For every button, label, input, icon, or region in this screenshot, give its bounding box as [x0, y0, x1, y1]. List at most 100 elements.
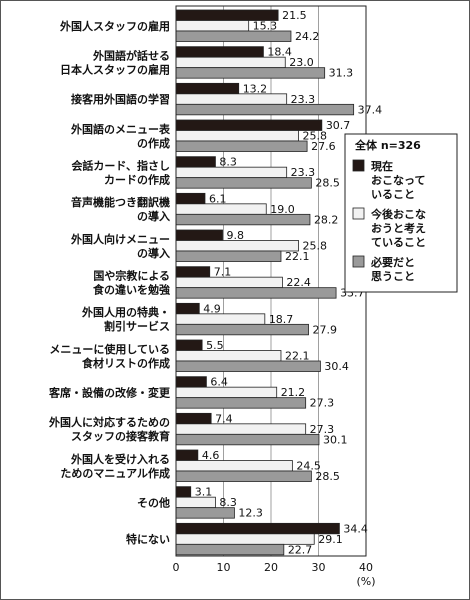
bar-0-2: [175, 30, 292, 42]
legend-label-0-2: いること: [371, 188, 415, 201]
data-label-9-1: 22.1: [285, 350, 310, 363]
legend-swatch-1: [352, 207, 365, 220]
bar-13-2: [175, 507, 235, 519]
x-tick-label-30: 30: [312, 561, 326, 574]
bar-5-2: [175, 213, 311, 226]
data-label-6-0: 9.8: [227, 229, 245, 242]
data-label-13-1: 8.3: [219, 496, 237, 509]
legend-title: 全体 n=326: [354, 138, 421, 152]
data-label-9-2: 30.4: [324, 360, 349, 373]
category-label-12-1: ためのマニュアル作成: [60, 466, 170, 480]
bar-13-0: [175, 486, 192, 498]
data-label-7-0: 7.1: [214, 266, 232, 279]
data-label-6-2: 22.1: [285, 250, 310, 263]
legend-swatch-0: [352, 159, 365, 172]
data-label-11-0: 7.4: [215, 412, 233, 425]
bar-9-1: [175, 350, 282, 362]
data-label-14-1: 29.1: [318, 533, 343, 546]
data-label-10-0: 6.4: [210, 376, 228, 389]
data-label-1-1: 23.0: [289, 56, 314, 69]
data-label-0-1: 15.3: [253, 20, 277, 33]
x-tick-label-0: 0: [173, 561, 180, 574]
bar-1-2: [175, 67, 326, 79]
data-label-0-0: 21.5: [282, 9, 307, 22]
bar-11-0: [175, 412, 212, 425]
data-label-4-2: 28.5: [315, 177, 340, 190]
data-label-3-2: 27.6: [311, 140, 336, 153]
data-label-3-0: 30.7: [326, 119, 351, 132]
bar-1-1: [175, 56, 286, 69]
category-label-3-1: の作成: [137, 136, 170, 150]
bar-3-1: [175, 130, 299, 142]
legend-swatch-2: [352, 255, 365, 268]
category-label-8-1: 割引サービス: [104, 319, 170, 333]
data-label-12-2: 28.5: [315, 470, 340, 483]
data-label-7-1: 22.4: [286, 276, 311, 289]
category-label-4-1: カードの作成: [104, 172, 170, 186]
bar-11-2: [175, 433, 320, 446]
bar-6-0: [175, 229, 223, 241]
bar-2-2: [175, 103, 355, 116]
data-label-8-1: 18.7: [269, 313, 294, 326]
bar-6-2: [175, 250, 282, 262]
category-label-1-0: 外国語が話せる: [92, 48, 170, 62]
bar-3-0: [175, 119, 323, 131]
data-label-1-2: 31.3: [329, 67, 354, 80]
data-label-11-1: 27.3: [310, 423, 335, 436]
data-label-14-2: 22.7: [288, 543, 313, 556]
bar-5-0: [175, 192, 206, 205]
data-label-12-0: 4.6: [202, 449, 220, 462]
bar-8-1: [175, 313, 266, 325]
bar-7-1: [175, 276, 283, 289]
bar-8-0: [175, 302, 200, 315]
category-label-10-0: 客席・設備の改修・変更: [48, 385, 171, 399]
data-label-9-0: 5.5: [206, 339, 224, 352]
category-label-7-1: 食の違いを勉強: [93, 282, 170, 296]
bar-10-0: [175, 376, 207, 388]
data-label-5-0: 6.1: [209, 192, 227, 205]
data-label-0-2: 24.2: [295, 30, 320, 43]
category-label-9-1: 食材リストの作成: [82, 356, 170, 370]
bar-5-1: [175, 203, 267, 215]
data-label-1-0: 18.4: [267, 46, 292, 59]
legend: 全体 n=326 現在おこなっていること今後おこなおうと考えていること必要だと思う…: [344, 133, 458, 293]
bar-1-0: [175, 46, 264, 58]
bar-10-2: [175, 397, 307, 409]
legend-label-1-2: ていること: [371, 236, 426, 249]
category-label-12-0: 外国人を受け入れる: [70, 452, 170, 466]
data-label-13-0: 3.1: [195, 486, 213, 499]
data-label-6-1: 25.8: [303, 240, 328, 253]
legend-label-0-0: 現在: [371, 159, 393, 173]
bar-2-0: [175, 82, 240, 95]
bar-3-2: [175, 140, 308, 152]
data-label-13-2: 12.3: [238, 507, 262, 520]
x-unit-label: (%): [356, 575, 375, 588]
category-label-2-0: 接客用外国語の学習: [71, 92, 170, 106]
category-label-5-0: 音声機能つき翻訳機: [71, 195, 170, 209]
data-label-3-1: 25.8: [303, 130, 328, 143]
bar-12-0: [175, 449, 199, 461]
data-label-14-0: 34.4: [343, 522, 368, 535]
bar-0-1: [175, 20, 250, 32]
data-label-2-2: 37.4: [358, 103, 383, 116]
bar-4-2: [175, 177, 312, 189]
category-label-9-0: メニューに使用している: [49, 342, 170, 356]
bar-2-1: [175, 93, 288, 105]
legend-label-1-0: 今後おこな: [370, 207, 426, 221]
bar-13-1: [175, 496, 216, 509]
data-label-2-1: 23.3: [291, 93, 316, 106]
category-label-11-0: 外国人に対応するための: [48, 415, 170, 429]
legend-label-2-1: 思うこと: [371, 270, 415, 283]
bar-12-2: [175, 470, 312, 482]
data-label-10-2: 27.3: [310, 397, 335, 410]
x-tick-label-10: 10: [217, 561, 231, 574]
category-label-1-1: 日本人スタッフの雇用: [60, 62, 170, 76]
category-label-6-0: 外国人向けメニュー: [70, 232, 170, 246]
legend-label-0-1: おこなって: [371, 174, 425, 187]
data-label-4-1: 23.3: [291, 166, 316, 179]
data-label-11-2: 30.1: [323, 433, 348, 446]
data-label-10-1: 21.2: [281, 386, 306, 399]
category-label-7-0: 国や宗教による: [93, 268, 170, 282]
